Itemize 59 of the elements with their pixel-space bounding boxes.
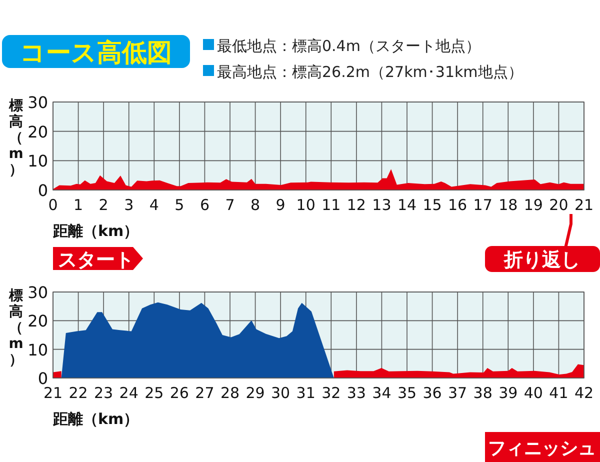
x-tick-label: 15 [422, 196, 442, 214]
y-tick-label: 10 [28, 152, 48, 171]
x-tick-label: 41 [549, 384, 568, 402]
y-tick-label: 20 [28, 122, 48, 142]
x-tick-label: 12 [346, 196, 366, 214]
y-tick-label: 20 [28, 312, 48, 331]
y-tick-label: 30 [28, 283, 48, 302]
x-tick-label: 5 [174, 196, 184, 214]
x-tick-label: 21 [574, 196, 594, 214]
x-tick-label: 25 [144, 384, 164, 402]
x-tick-label: 33 [346, 384, 366, 402]
x-axis-title: 距離（km） [52, 410, 139, 428]
y-tick-label: 0 [38, 181, 48, 200]
y-tick-label: 30 [28, 93, 48, 112]
x-tick-label: 19 [524, 196, 543, 214]
x-axis-title: 距離（km） [52, 222, 139, 240]
x-tick-label: 36 [422, 384, 442, 402]
x-tick-label: 40 [524, 384, 543, 402]
x-tick-label: 17 [473, 196, 492, 214]
x-tick-label: 22 [68, 384, 88, 402]
x-tick-label: 38 [473, 384, 492, 402]
x-tick-label: 42 [574, 384, 594, 402]
x-tick-label: 37 [448, 384, 468, 402]
x-tick-label: 11 [322, 196, 341, 214]
x-tick-label: 26 [170, 384, 189, 402]
x-tick-label: 1 [74, 196, 84, 214]
text: 折り返し [503, 249, 580, 271]
x-tick-label: 18 [498, 196, 518, 214]
x-tick-label: 8 [250, 196, 260, 214]
chart-title: コース高低図 [20, 38, 172, 67]
y-axis-title: 標高（m） [8, 98, 24, 178]
x-tick-label: 34 [372, 384, 392, 402]
x-tick-label: 13 [372, 196, 392, 214]
x-tick-label: 23 [94, 384, 114, 402]
x-tick-label: 32 [322, 384, 341, 402]
y-tick-label: 10 [28, 340, 48, 360]
x-tick-label: 10 [296, 196, 316, 214]
x-tick-label: 2 [98, 196, 108, 214]
x-tick-label: 39 [498, 384, 518, 402]
x-tick-label: 27 [195, 384, 214, 402]
x-tick-label: 4 [149, 196, 159, 214]
x-tick-label: 31 [296, 384, 316, 402]
x-tick-label: 3 [124, 196, 134, 214]
x-tick-label: 6 [200, 196, 210, 214]
x-tick-label: 20 [549, 196, 568, 214]
text: 最低地点：標高0.4m（スタート地点） [217, 37, 480, 55]
y-axis-title: 標高（m） [8, 288, 24, 368]
x-tick-label: 35 [397, 384, 417, 402]
text: スタート [58, 249, 134, 271]
text: 最高地点：標高26.2m（27km･31km地点） [217, 63, 523, 81]
x-tick-label: 7 [225, 196, 235, 214]
x-tick-label: 14 [397, 196, 417, 214]
x-tick-label: 24 [119, 384, 138, 402]
x-tick-label: 30 [271, 384, 290, 402]
x-tick-label: 28 [220, 384, 240, 402]
x-tick-label: 29 [246, 384, 265, 402]
x-tick-label: 16 [448, 196, 468, 214]
x-tick-label: 9 [276, 196, 286, 214]
text: フィニッシュ [488, 438, 596, 459]
